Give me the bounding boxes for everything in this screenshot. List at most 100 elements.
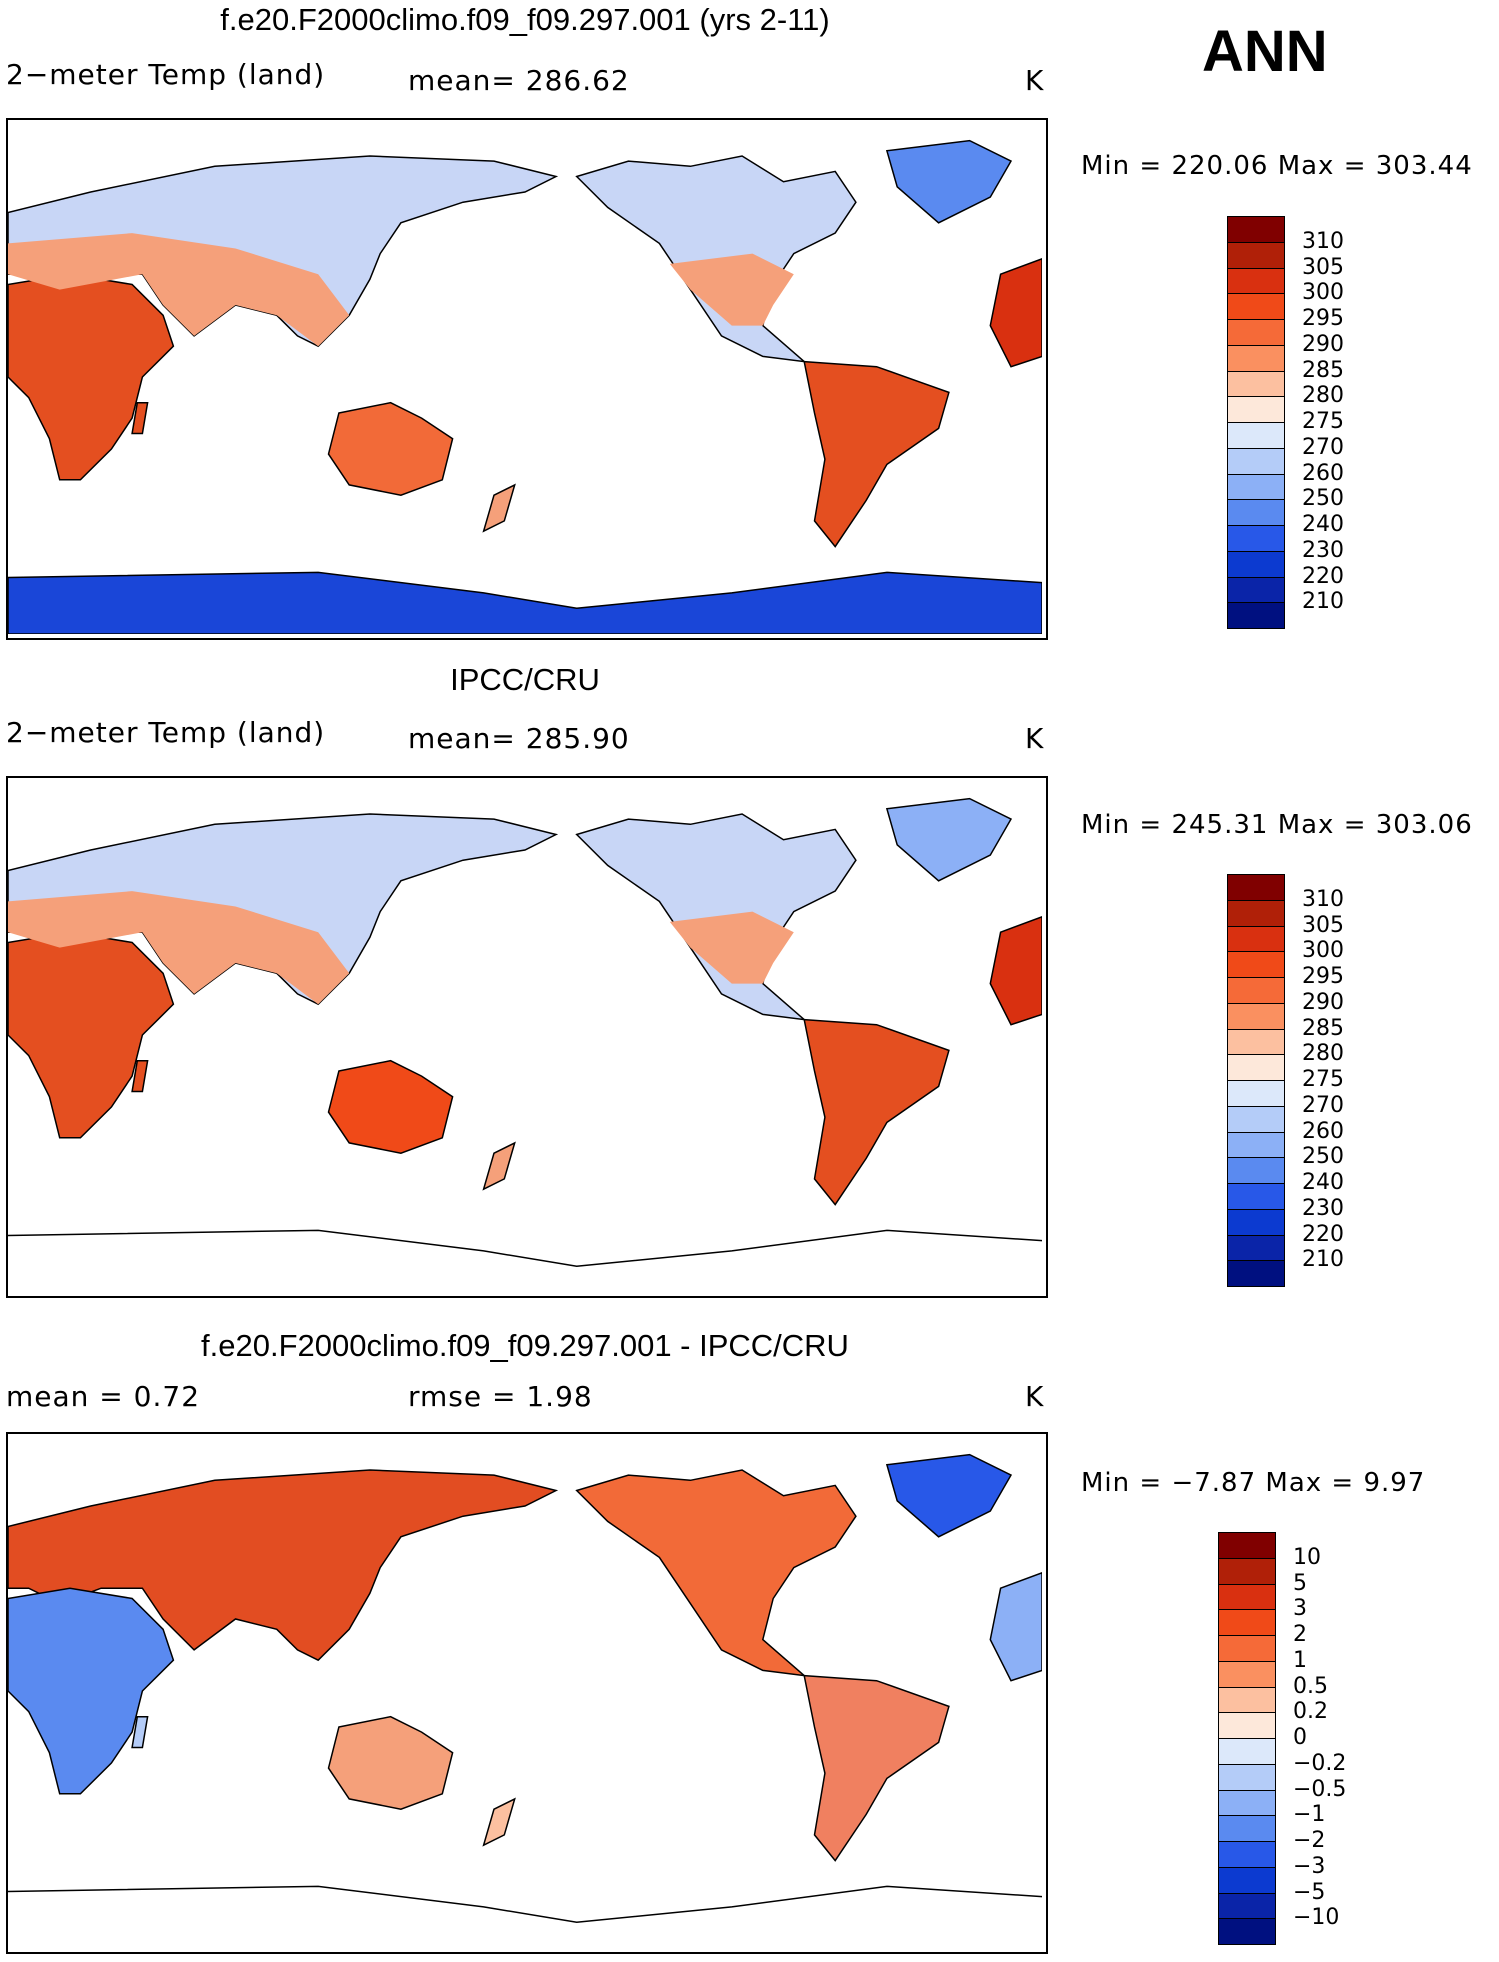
- colorbar-swatch: [1227, 899, 1285, 927]
- colorbar-label: 10: [1293, 1544, 1321, 1570]
- samerica-shape: [803, 1674, 950, 1862]
- panel-3-title: f.e20.F2000climo.f09_f09.297.001 - IPCC/…: [201, 1328, 849, 1363]
- namerica-shape: [575, 1469, 857, 1677]
- colorbar-label: 280: [1302, 1041, 1344, 1067]
- colorbar-swatch: [1227, 1234, 1285, 1262]
- colorbar-label: 310: [1302, 886, 1344, 912]
- colorbar-swatch: [1227, 1260, 1285, 1287]
- colorbar-label: 240: [1302, 1170, 1344, 1195]
- colorbar-swatch: [1227, 1080, 1285, 1107]
- colorbar-swatch: [1218, 1712, 1276, 1739]
- colorbar-label: 250: [1302, 1144, 1344, 1170]
- colorbar-swatch: [1218, 1583, 1276, 1611]
- colorbar-swatch: [1227, 370, 1285, 398]
- panel-1-left-label: 2−meter Temp (land): [6, 58, 326, 91]
- colorbar-label: 260: [1302, 1118, 1344, 1144]
- colorbar-label: −3: [1293, 1853, 1326, 1879]
- antarctica-shape: [8, 1885, 1042, 1924]
- panel-2-mean: mean= 285.90: [408, 722, 630, 755]
- australia-shape: [327, 1715, 454, 1810]
- colorbar-label: −10: [1293, 1905, 1340, 1931]
- colorbar-label: 270: [1302, 1092, 1344, 1118]
- colorbar-label: −5: [1293, 1879, 1326, 1905]
- panel-1-units: K: [1025, 64, 1045, 97]
- colorbar-label: 260: [1302, 460, 1344, 486]
- madag-shape: [131, 401, 149, 435]
- south-eurasia-shape: [8, 891, 350, 1005]
- colorbar-swatch: [1227, 1028, 1285, 1056]
- westAfrica-shape: [989, 257, 1042, 368]
- nz-shape: [482, 483, 516, 533]
- colorbar-label: 280: [1302, 383, 1344, 409]
- colorbar-swatch: [1218, 1815, 1276, 1842]
- panel-2-title: IPCC/CRU: [450, 662, 600, 697]
- panel-3-colorbar: 10 5 3 2 1 0.5 0.2 0 −0.2 −0.5 −1 −2 −3 −5 −10: [1218, 1532, 1388, 1945]
- panel-2-colorbar: 310 305 300 295 290 285 280 275 270 260 250 240 230 2…: [1227, 874, 1387, 1287]
- colorbar-swatch: [1227, 951, 1285, 978]
- panel-1-mean: mean= 286.62: [408, 64, 630, 97]
- colorbar-swatch: [1227, 602, 1285, 629]
- colorbar-label: 285: [1302, 1015, 1344, 1041]
- colorbar-label: 210: [1302, 1247, 1344, 1273]
- colorbar-label: 300: [1302, 280, 1344, 306]
- colorbar-swatch: [1227, 1157, 1285, 1184]
- colorbar-label: 230: [1302, 537, 1344, 563]
- panel-1-minmax: Min = 220.06 Max = 303.44: [1081, 151, 1473, 181]
- africa-shape: [8, 273, 175, 481]
- colorbar-label: 290: [1302, 989, 1344, 1015]
- panel-2-units: K: [1025, 722, 1045, 755]
- colorbar-swatch: [1218, 1738, 1276, 1765]
- panel-1-colorbar: 310 305 300 295 290 285 280 275 270 260 250 240 230 2…: [1227, 216, 1387, 629]
- greenland-shape: [885, 1453, 1013, 1538]
- australia-shape: [327, 1059, 454, 1154]
- colorbar-label: 300: [1302, 938, 1344, 964]
- colorbar-swatch: [1227, 241, 1285, 269]
- south-namerica-shape: [669, 253, 794, 326]
- greenland-shape: [885, 139, 1013, 224]
- colorbar-swatch: [1227, 1105, 1285, 1133]
- colorbar-label: −0.5: [1293, 1776, 1347, 1802]
- greenland-shape: [885, 797, 1013, 882]
- colorbar-label: 210: [1302, 589, 1344, 615]
- colorbar-swatch: [1218, 1532, 1276, 1559]
- colorbar-swatch: [1218, 1609, 1276, 1636]
- colorbar-swatch: [1227, 1183, 1285, 1210]
- colorbar-label: 270: [1302, 434, 1344, 460]
- westAfrica-shape: [989, 1571, 1042, 1682]
- colorbar-swatch: [1227, 447, 1285, 475]
- colorbar-label: 250: [1302, 486, 1344, 512]
- colorbar-swatch: [1218, 1660, 1276, 1688]
- colorbar-swatch: [1227, 874, 1285, 901]
- colorbar-swatch: [1227, 550, 1285, 578]
- colorbar-swatch: [1218, 1789, 1276, 1817]
- colorbar-swatch: [1218, 1918, 1276, 1945]
- panel-2-minmax: Min = 245.31 Max = 303.06: [1081, 810, 1473, 840]
- colorbar-swatch: [1227, 525, 1285, 552]
- australia-shape: [327, 401, 454, 496]
- antarctica-shape: [8, 1229, 1042, 1268]
- colorbar-swatch: [1218, 1686, 1276, 1714]
- colorbar-swatch: [1227, 293, 1285, 320]
- colorbar-swatch: [1227, 216, 1285, 243]
- panel-3-map: [6, 1432, 1048, 1954]
- colorbar-swatch: [1227, 319, 1285, 346]
- colorbar-swatch: [1218, 1866, 1276, 1894]
- colorbar-swatch: [1227, 1208, 1285, 1236]
- westAfrica-shape: [989, 915, 1042, 1026]
- colorbar-swatch: [1218, 1892, 1276, 1920]
- colorbar-label: 220: [1302, 563, 1344, 589]
- panel-2-map: [6, 776, 1048, 1298]
- south-namerica-shape: [669, 911, 794, 984]
- colorbar-label: 220: [1302, 1221, 1344, 1247]
- colorbar-label: 285: [1302, 357, 1344, 383]
- panel-3-units: K: [1025, 1380, 1045, 1413]
- colorbar-swatch: [1227, 499, 1285, 526]
- colorbar-label: −1: [1293, 1802, 1326, 1828]
- panel-2-left-label: 2−meter Temp (land): [6, 716, 326, 749]
- colorbar-label: 3: [1293, 1596, 1307, 1622]
- colorbar-label: −0.2: [1293, 1750, 1347, 1776]
- colorbar-label: 1: [1293, 1647, 1307, 1673]
- nz-shape: [482, 1141, 516, 1191]
- madag-shape: [131, 1715, 149, 1749]
- antarctica-shape: [8, 571, 1042, 634]
